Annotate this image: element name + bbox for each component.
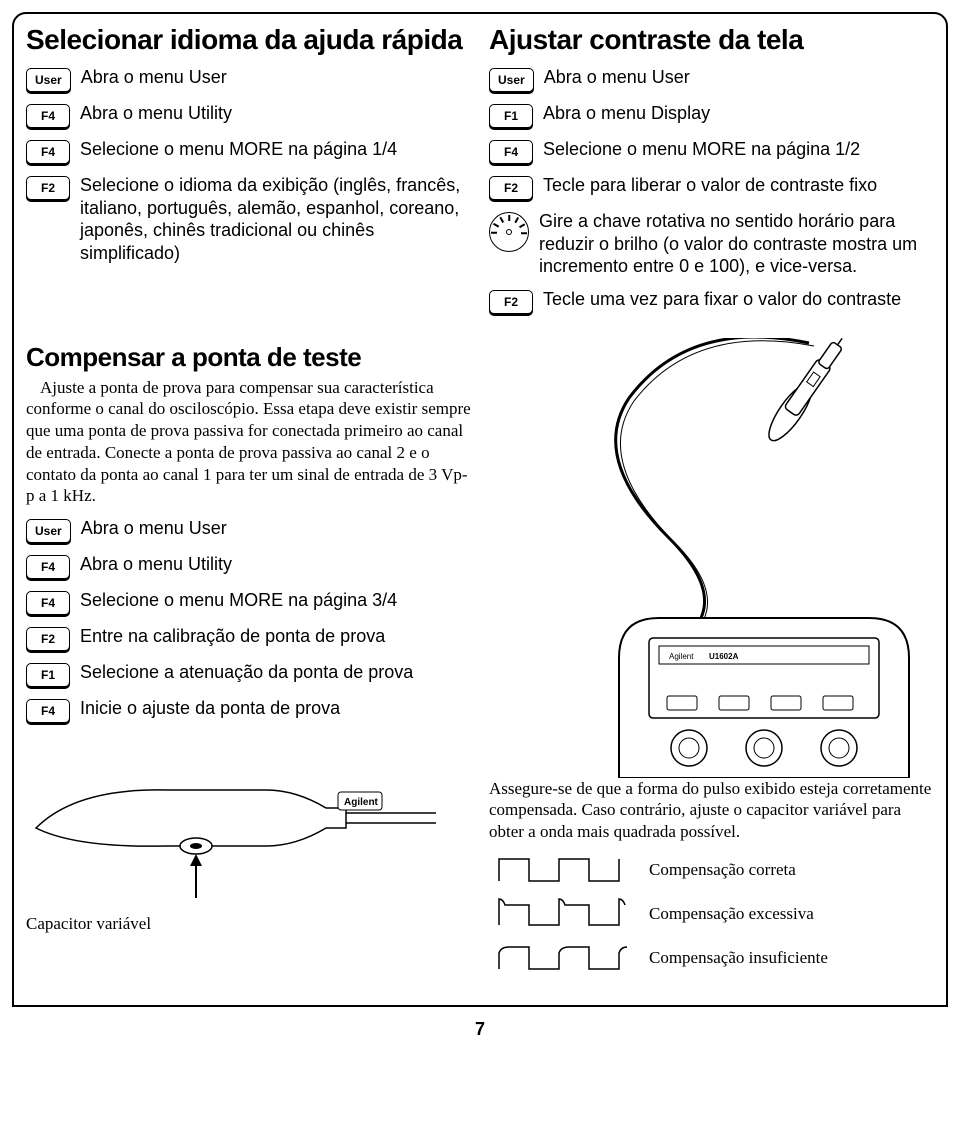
wave-correct-label: Compensação correta xyxy=(649,860,796,880)
left-step-text: Selecione o menu MORE na página 1/4 xyxy=(80,138,397,161)
probe-and-device-svg: Agilent U1602A xyxy=(489,338,929,778)
wave-insufficient: Compensação insuficiente xyxy=(497,941,934,975)
comp-step-3: F2 Entre na calibração de ponta de prova xyxy=(26,625,471,651)
left-step-text: Abra o menu Utility xyxy=(80,102,232,125)
device-illustration: Agilent U1602A xyxy=(489,338,934,778)
right-step-5: F2 Tecle uma vez para fixar o valor do c… xyxy=(489,288,934,314)
top-two-columns: Selecionar idioma da ajuda rápida User A… xyxy=(26,24,934,324)
left-step-text: Abra o menu User xyxy=(81,66,227,89)
assurance-text: Assegure-se de que a forma do pulso exib… xyxy=(489,778,934,843)
capacitor-column: Agilent Capacitor variável xyxy=(26,778,471,985)
compensate-title: Compensar a ponta de teste xyxy=(26,342,471,373)
wave-correct: Compensação correta xyxy=(497,853,934,887)
wave-insufficient-svg xyxy=(497,941,627,975)
wave-insufficient-label: Compensação insuficiente xyxy=(649,948,828,968)
key-f4: F4 xyxy=(26,699,70,723)
left-step-3: F2 Selecione o idioma da exibição (inglê… xyxy=(26,174,471,264)
capacitor-label: Capacitor variável xyxy=(26,914,471,934)
compensate-left: Compensar a ponta de teste Ajuste a pont… xyxy=(26,338,471,778)
comp-step-4: F1 Selecione a atenuação da ponta de pro… xyxy=(26,661,471,687)
key-f4: F4 xyxy=(26,591,70,615)
comp-step-0: User Abra o menu User xyxy=(26,517,471,543)
probe-side-svg: Agilent xyxy=(26,778,446,908)
page-frame: Selecionar idioma da ajuda rápida User A… xyxy=(12,12,948,1007)
assurance-and-waves: Assegure-se de que a forma do pulso exib… xyxy=(489,778,934,985)
compensate-intro: Ajuste a ponta de prova para compensar s… xyxy=(26,377,471,508)
key-user: User xyxy=(26,68,71,92)
device-maker-text: Agilent xyxy=(669,652,694,661)
wave-excessive-svg xyxy=(497,897,627,931)
right-title: Ajustar contraste da tela xyxy=(489,24,934,56)
comp-step-2: F4 Selecione o menu MORE na página 3/4 xyxy=(26,589,471,615)
left-title: Selecionar idioma da ajuda rápida xyxy=(26,24,471,56)
right-step-text: Abra o menu Display xyxy=(543,102,710,125)
key-f2: F2 xyxy=(489,290,533,314)
right-step-text: Gire a chave rotativa no sentido horário… xyxy=(539,210,934,278)
right-step-text: Tecle para liberar o valor de contraste … xyxy=(543,174,877,197)
key-f2: F2 xyxy=(489,176,533,200)
left-column: Selecionar idioma da ajuda rápida User A… xyxy=(26,24,471,324)
right-step-1: F1 Abra o menu Display xyxy=(489,102,934,128)
bottom-row: Agilent Capacitor variável Assegure-se d… xyxy=(26,778,934,985)
key-f4: F4 xyxy=(26,555,70,579)
agilent-tag-text: Agilent xyxy=(344,797,379,808)
compensate-section: Compensar a ponta de teste Ajuste a pont… xyxy=(26,338,934,778)
comp-step-1: F4 Abra o menu Utility xyxy=(26,553,471,579)
left-step-1: F4 Abra o menu Utility xyxy=(26,102,471,128)
right-step-text: Selecione o menu MORE na página 1/2 xyxy=(543,138,860,161)
wave-examples: Compensação correta Compensação excessiv… xyxy=(497,853,934,975)
rotary-dial-icon xyxy=(489,212,529,252)
comp-step-text: Entre na calibração de ponta de prova xyxy=(80,625,385,648)
wave-correct-svg xyxy=(497,853,627,887)
wave-excessive: Compensação excessiva xyxy=(497,897,934,931)
key-f1: F1 xyxy=(26,663,70,687)
right-step-3: F2 Tecle para liberar o valor de contras… xyxy=(489,174,934,200)
key-user: User xyxy=(489,68,534,92)
left-step-text: Selecione o idioma da exibição (inglês, … xyxy=(80,174,471,264)
right-step-2: F4 Selecione o menu MORE na página 1/2 xyxy=(489,138,934,164)
comp-step-5: F4 Inicie o ajuste da ponta de prova xyxy=(26,697,471,723)
key-f4: F4 xyxy=(26,140,70,164)
comp-step-text: Abra o menu User xyxy=(81,517,227,540)
comp-step-text: Inicie o ajuste da ponta de prova xyxy=(80,697,340,720)
comp-step-text: Abra o menu Utility xyxy=(80,553,232,576)
key-f1: F1 xyxy=(489,104,533,128)
page-number: 7 xyxy=(12,1019,948,1040)
device-model-text: U1602A xyxy=(709,652,739,661)
key-f4: F4 xyxy=(26,104,70,128)
right-step-0: User Abra o menu User xyxy=(489,66,934,92)
key-user: User xyxy=(26,519,71,543)
left-step-2: F4 Selecione o menu MORE na página 1/4 xyxy=(26,138,471,164)
right-step-4: Gire a chave rotativa no sentido horário… xyxy=(489,210,934,278)
key-f2: F2 xyxy=(26,627,70,651)
right-step-text: Abra o menu User xyxy=(544,66,690,89)
key-f2: F2 xyxy=(26,176,70,200)
comp-step-text: Selecione a atenuação da ponta de prova xyxy=(80,661,413,684)
left-step-0: User Abra o menu User xyxy=(26,66,471,92)
key-f4: F4 xyxy=(489,140,533,164)
right-column: Ajustar contraste da tela User Abra o me… xyxy=(489,24,934,324)
right-step-text: Tecle uma vez para fixar o valor do cont… xyxy=(543,288,901,311)
wave-excessive-label: Compensação excessiva xyxy=(649,904,814,924)
comp-step-text: Selecione o menu MORE na página 3/4 xyxy=(80,589,397,612)
